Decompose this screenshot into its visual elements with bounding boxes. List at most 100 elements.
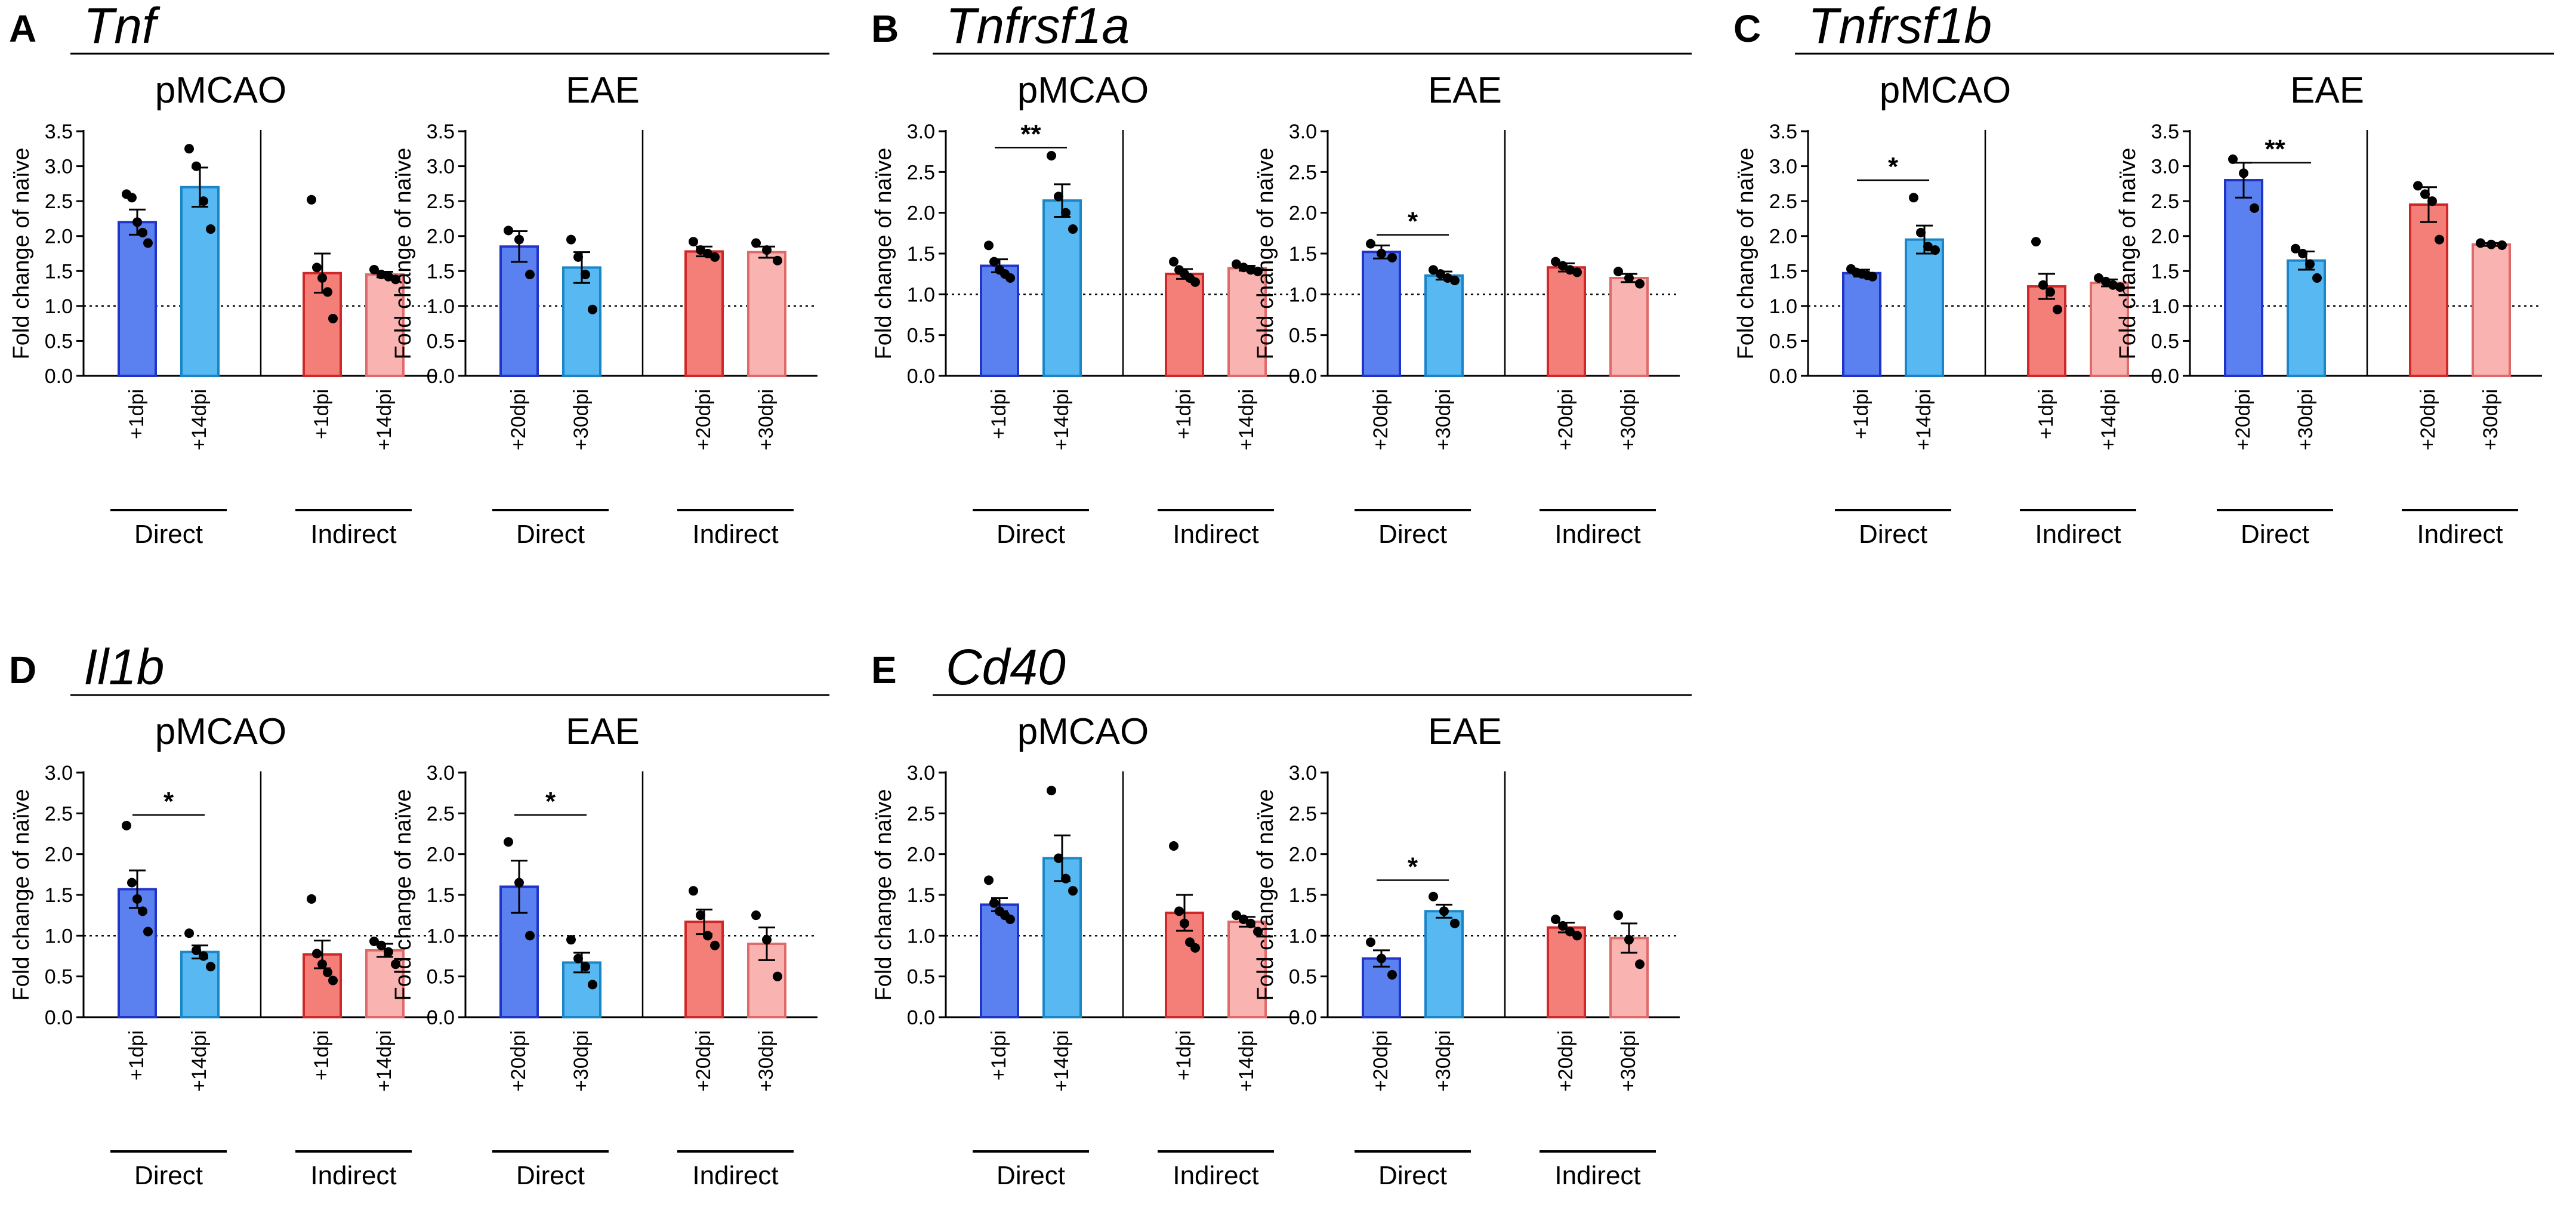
x-category-label: +1dpi bbox=[125, 1030, 148, 1080]
y-tick-label: 0.5 bbox=[427, 966, 455, 989]
y-tick-label: 0.5 bbox=[2151, 330, 2179, 353]
bar bbox=[2224, 179, 2263, 377]
panel-C: C Tnfrsf1b 0.0 0.5 1.0 1.5 2.0 2.5 3.0 3.5 Fold ch… bbox=[1733, 0, 2554, 549]
data-point bbox=[696, 245, 705, 255]
data-point bbox=[689, 237, 698, 247]
data-point bbox=[312, 263, 322, 273]
y-tick-label: 1.5 bbox=[45, 260, 73, 283]
panel-letter: C bbox=[1733, 7, 1761, 50]
data-point bbox=[1439, 906, 1449, 916]
y-tick-label: 3.0 bbox=[1289, 121, 1317, 143]
y-axis-label: Fold change of naïve bbox=[391, 148, 416, 360]
y-tick-label: 3.5 bbox=[45, 121, 73, 143]
panel-D: D Il1b 0.0 0.5 1.0 1.5 2.0 2.5 3.0 Fold change of… bbox=[9, 639, 829, 1190]
data-point bbox=[391, 274, 400, 285]
bar bbox=[1547, 266, 1586, 377]
data-point bbox=[1068, 224, 1078, 234]
bar bbox=[2409, 203, 2448, 377]
data-point bbox=[1061, 208, 1070, 218]
y-tick-label: 1.5 bbox=[907, 884, 935, 907]
y-tick-label: 0.0 bbox=[1769, 365, 1797, 388]
x-category-label: +30dpi bbox=[1432, 389, 1455, 450]
data-point bbox=[122, 820, 131, 830]
gene-title: Tnf bbox=[84, 0, 161, 54]
y-tick-label: 2.0 bbox=[907, 844, 935, 866]
data-point bbox=[184, 928, 194, 938]
data-point bbox=[1061, 873, 1070, 884]
y-tick-label: 1.5 bbox=[1769, 260, 1797, 283]
x-category-label: +30dpi bbox=[2294, 389, 2317, 450]
bar bbox=[2090, 282, 2129, 378]
data-point bbox=[143, 927, 153, 937]
y-tick-label: 0.5 bbox=[907, 325, 935, 347]
bar bbox=[1042, 857, 1082, 1018]
significance-label: ** bbox=[2265, 135, 2285, 164]
bar bbox=[118, 888, 157, 1019]
data-point bbox=[1572, 931, 1582, 941]
group-label: Direct bbox=[134, 1161, 203, 1190]
x-category-label: +14dpi bbox=[1235, 389, 1258, 450]
y-tick-label: 1.0 bbox=[907, 283, 935, 306]
data-point bbox=[1005, 915, 1015, 924]
data-point bbox=[710, 252, 720, 262]
data-point bbox=[2228, 154, 2238, 164]
group-label: Indirect bbox=[1554, 520, 1640, 549]
bar bbox=[2472, 243, 2511, 377]
data-point bbox=[1450, 918, 1460, 928]
model-label: pMCAO bbox=[155, 70, 286, 111]
data-point bbox=[317, 273, 327, 283]
group-label: Indirect bbox=[2035, 520, 2121, 549]
data-point bbox=[2239, 168, 2248, 178]
group-label: Indirect bbox=[310, 520, 396, 549]
data-point bbox=[317, 959, 327, 969]
data-point bbox=[2497, 240, 2507, 250]
data-point bbox=[1868, 271, 1877, 282]
data-point bbox=[1624, 935, 1634, 945]
y-tick-label: 1.0 bbox=[45, 295, 73, 318]
bar bbox=[180, 186, 220, 377]
y-tick-label: 0.0 bbox=[1289, 1006, 1317, 1029]
data-point bbox=[1232, 910, 1241, 921]
x-category-label: +20dpi bbox=[1554, 389, 1577, 450]
x-category-label: +14dpi bbox=[188, 1030, 211, 1092]
data-point bbox=[1239, 915, 1248, 924]
data-point bbox=[1909, 193, 1918, 203]
y-tick-label: 2.0 bbox=[1769, 226, 1797, 248]
data-point bbox=[369, 264, 379, 274]
group-label: Direct bbox=[1859, 520, 1927, 549]
y-tick-label: 3.0 bbox=[907, 121, 935, 143]
y-tick-label: 1.5 bbox=[427, 260, 455, 283]
y-axis-label: Fold change of naïve bbox=[1733, 148, 1759, 360]
data-point bbox=[377, 940, 386, 950]
data-point bbox=[2031, 237, 2041, 247]
data-point bbox=[1232, 259, 1241, 269]
data-point bbox=[1047, 786, 1056, 796]
data-point bbox=[138, 906, 147, 916]
data-point bbox=[1614, 267, 1623, 277]
y-tick-label: 1.5 bbox=[907, 243, 935, 265]
group-label: Direct bbox=[997, 1161, 1065, 1190]
x-category-label: +20dpi bbox=[1369, 389, 1392, 450]
data-point bbox=[1558, 261, 1568, 271]
group-label: Indirect bbox=[1173, 1161, 1258, 1190]
significance-label: * bbox=[1408, 207, 1418, 236]
data-point bbox=[773, 255, 782, 265]
x-category-label: +1dpi bbox=[988, 1030, 1010, 1080]
y-tick-label: 0.0 bbox=[1289, 365, 1317, 388]
y-tick-label: 3.5 bbox=[2151, 121, 2179, 143]
data-point bbox=[369, 936, 379, 946]
x-category-label: +20dpi bbox=[2232, 389, 2254, 450]
bar bbox=[1362, 957, 1401, 1018]
data-point bbox=[989, 898, 999, 908]
data-point bbox=[2094, 273, 2103, 283]
data-point bbox=[1565, 265, 1575, 275]
bar bbox=[1424, 274, 1464, 377]
y-tick-label: 2.5 bbox=[45, 190, 73, 213]
y-tick-label: 3.0 bbox=[1289, 762, 1317, 785]
y-axis-label: Fold change of naïve bbox=[9, 148, 34, 360]
data-point bbox=[514, 878, 524, 888]
x-category-label: +1dpi bbox=[125, 389, 148, 439]
data-point bbox=[1572, 267, 1582, 277]
x-category-label: +1dpi bbox=[310, 389, 333, 439]
y-tick-label: 2.5 bbox=[1769, 190, 1797, 213]
